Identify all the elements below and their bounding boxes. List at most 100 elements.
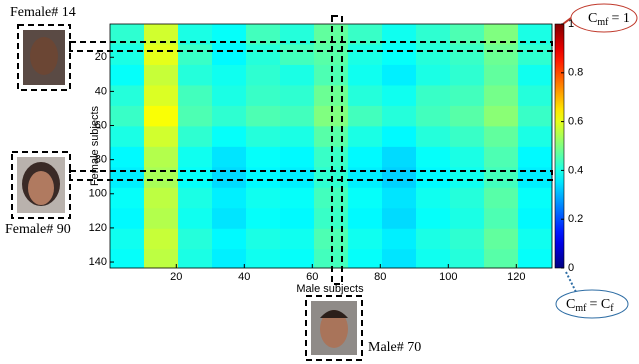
arrow bbox=[565, 271, 577, 293]
heatmap-cell bbox=[484, 208, 519, 230]
heatmap-cell bbox=[178, 146, 213, 168]
heatmap-cell bbox=[110, 64, 145, 86]
heatmap-cell bbox=[144, 249, 179, 269]
heatmap-cell bbox=[144, 85, 179, 107]
y-tick-label: 40 bbox=[95, 85, 107, 97]
x-tick-label: 20 bbox=[170, 271, 182, 283]
heatmap-cell bbox=[382, 146, 417, 168]
heatmap-cell bbox=[416, 126, 451, 148]
heatmap-cell bbox=[280, 105, 315, 127]
heatmap-cell bbox=[144, 126, 179, 148]
heatmap-cell bbox=[382, 64, 417, 86]
y-tick-label: 100 bbox=[89, 188, 107, 200]
heatmap-cell bbox=[246, 85, 281, 107]
heatmap-cell bbox=[110, 208, 145, 230]
row-highlight bbox=[69, 170, 553, 181]
y-tick-label: 60 bbox=[95, 119, 107, 131]
heatmap-cell bbox=[280, 44, 315, 66]
x-tick-label: 120 bbox=[507, 271, 525, 283]
heatmap-cell bbox=[518, 187, 553, 209]
heatmap-cell bbox=[212, 228, 247, 250]
heatmap-cell bbox=[518, 126, 553, 148]
colorbar-tick-label: 1 bbox=[568, 18, 574, 30]
heatmap-cell bbox=[450, 126, 485, 148]
heatmap-cell bbox=[484, 146, 519, 168]
text: C bbox=[566, 297, 575, 312]
heatmap-cell bbox=[110, 126, 145, 148]
heatmap-cell bbox=[110, 228, 145, 250]
heatmap-cell bbox=[382, 208, 417, 230]
heatmap-cell bbox=[348, 146, 383, 168]
heatmap-cell bbox=[280, 208, 315, 230]
heatmap-cell bbox=[178, 187, 213, 209]
heatmap-cell bbox=[518, 85, 553, 107]
colorbar bbox=[554, 23, 565, 269]
heatmap-cell bbox=[212, 44, 247, 66]
heatmap-cell bbox=[144, 44, 179, 66]
heatmap-cell bbox=[178, 208, 213, 230]
heatmap-cell bbox=[178, 105, 213, 127]
heatmap-cell bbox=[484, 64, 519, 86]
heatmap-cell bbox=[518, 24, 553, 45]
colorbar-tick-label: 0.8 bbox=[568, 67, 583, 79]
heatmap-cell bbox=[450, 44, 485, 66]
row-highlight bbox=[69, 41, 553, 52]
heatmap-cell bbox=[246, 126, 281, 148]
heatmap-cell bbox=[110, 24, 145, 45]
heatmap-cell bbox=[144, 105, 179, 127]
heatmap-cell bbox=[280, 187, 315, 209]
x-tick-label: 40 bbox=[238, 271, 250, 283]
heatmap-cell bbox=[416, 249, 451, 269]
heatmap-cell bbox=[212, 64, 247, 86]
heatmap-cell bbox=[144, 64, 179, 86]
text: f bbox=[610, 303, 614, 314]
heatmap-cell bbox=[450, 228, 485, 250]
heatmap-cell bbox=[484, 44, 519, 66]
column-highlight bbox=[331, 15, 343, 285]
heatmap-cell bbox=[178, 249, 213, 269]
text: C bbox=[588, 11, 597, 26]
heatmap-cell bbox=[484, 167, 519, 189]
heatmap-cell bbox=[450, 208, 485, 230]
heatmap-cell bbox=[348, 167, 383, 189]
heatmap-cell bbox=[212, 126, 247, 148]
heatmap-cell bbox=[416, 64, 451, 86]
heatmap-cell bbox=[280, 146, 315, 168]
heatmap-cell bbox=[382, 85, 417, 107]
heatmap-cell bbox=[416, 146, 451, 168]
heatmap-cell bbox=[416, 24, 451, 45]
heatmap-cell bbox=[110, 167, 145, 189]
heatmap-cell bbox=[518, 208, 553, 230]
heatmap-cell bbox=[144, 146, 179, 168]
heatmap-cell bbox=[212, 24, 247, 45]
heatmap-cell bbox=[246, 24, 281, 45]
heatmap-cell bbox=[484, 187, 519, 209]
heatmap-cell bbox=[314, 24, 349, 45]
x-tick-label: 100 bbox=[439, 271, 457, 283]
heatmap-cell bbox=[382, 249, 417, 269]
heatmap-cell bbox=[212, 249, 247, 269]
heatmap-cell bbox=[348, 64, 383, 86]
heatmap-cell bbox=[382, 126, 417, 148]
heatmap-cell bbox=[110, 105, 145, 127]
heatmap-cell bbox=[144, 208, 179, 230]
y-axis-label: Female subjects bbox=[89, 105, 101, 186]
heatmap-cell bbox=[280, 64, 315, 86]
face-female-14 bbox=[17, 24, 71, 91]
text: mf bbox=[597, 17, 609, 28]
heatmap bbox=[110, 24, 553, 269]
heatmap-cell bbox=[416, 208, 451, 230]
heatmap-cell bbox=[178, 228, 213, 250]
text: mf bbox=[575, 303, 587, 314]
y-tick-label: 140 bbox=[89, 256, 107, 268]
heatmap-cell bbox=[416, 228, 451, 250]
heatmap-cell bbox=[518, 44, 553, 66]
heatmap-cell bbox=[144, 187, 179, 209]
heatmap-cell bbox=[246, 187, 281, 209]
heatmap-cell bbox=[484, 85, 519, 107]
heatmap-cell bbox=[382, 187, 417, 209]
heatmap-cell bbox=[110, 146, 145, 168]
heatmap-cell bbox=[518, 228, 553, 250]
